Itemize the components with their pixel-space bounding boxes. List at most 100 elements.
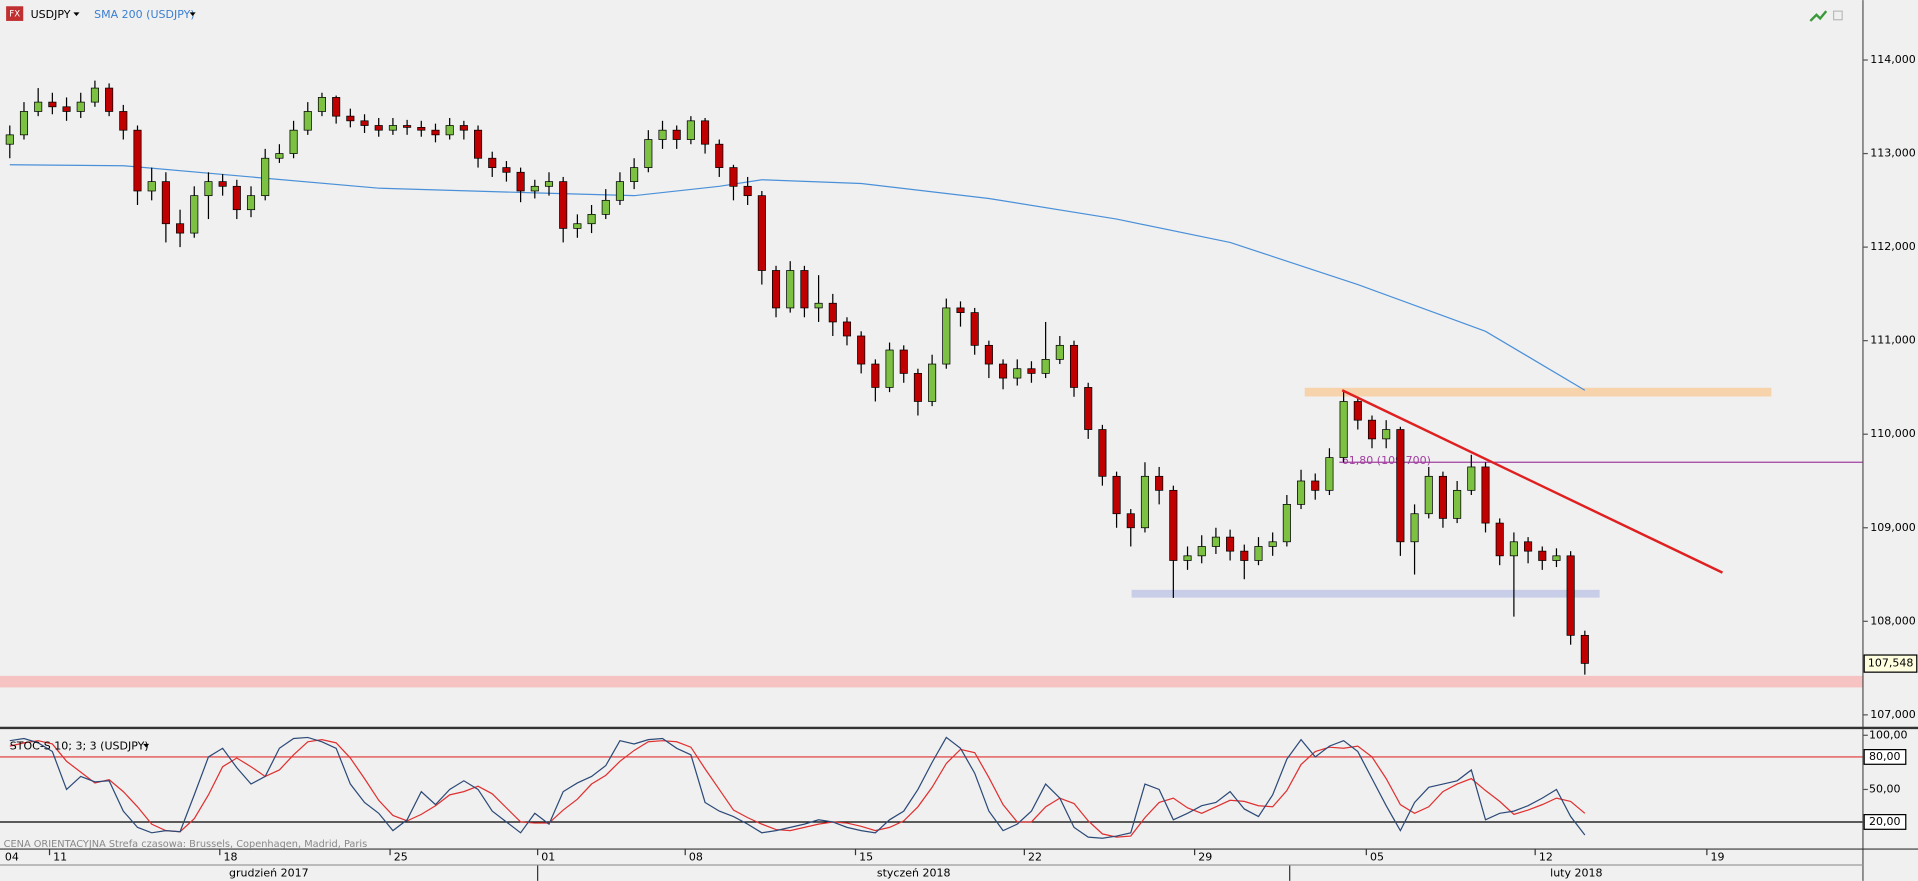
candle-body [34, 101, 43, 112]
window-icon[interactable] [1832, 10, 1843, 21]
candle-body [1325, 457, 1334, 491]
fib-label: 61,80 (109,700) [1342, 454, 1431, 467]
candle-body [303, 111, 312, 131]
candle-body [686, 120, 695, 140]
y-tick-label: 114,000 [1870, 53, 1915, 66]
candle-body [1169, 489, 1178, 561]
candle-body [573, 223, 582, 229]
candle-body [630, 167, 639, 182]
candle-body [275, 153, 284, 159]
candle-body [459, 125, 468, 131]
x-tick-label: 29 [1198, 851, 1212, 864]
y-tick-label: 108,000 [1870, 614, 1915, 627]
dropdown-arrow[interactable] [73, 12, 80, 17]
y-tick-box [1863, 814, 1907, 830]
fx-icon-text: FX [9, 10, 20, 20]
last-price-box [1863, 654, 1918, 673]
x-tick-label: 05 [1370, 851, 1384, 864]
candle-body [786, 270, 795, 309]
candle-body [62, 106, 71, 112]
candle-body [431, 129, 440, 136]
candle-body [1524, 541, 1533, 552]
candle-body [289, 129, 298, 154]
candle-body [757, 195, 766, 271]
candle-body [417, 127, 426, 131]
zone [1131, 589, 1600, 598]
symbol[interactable]: USDJPY [31, 8, 71, 21]
x-tick-label: 18 [223, 851, 237, 864]
candle-body [942, 307, 951, 365]
candle-body [1226, 536, 1235, 552]
candle-body [1268, 541, 1277, 547]
candle-body [601, 199, 610, 215]
x-tick-label: 12 [1539, 851, 1553, 864]
y-tick-label: 80,00 [1869, 750, 1901, 763]
candle-body [119, 111, 128, 131]
candle-body [516, 171, 525, 192]
month-label: luty 2018 [1550, 867, 1602, 880]
candle-body [913, 373, 922, 402]
candle-body [928, 363, 937, 402]
trend-icon[interactable] [1809, 10, 1828, 22]
candle-body [346, 115, 355, 122]
candle-body [899, 349, 908, 374]
candle-body [1339, 401, 1348, 458]
candle-body [1155, 475, 1164, 491]
candle-body [1396, 429, 1405, 543]
candle-body [1467, 466, 1476, 491]
candle-body [771, 270, 781, 309]
stoch-legend[interactable]: STOC-S 10; 3; 3 (USDJPY) [10, 739, 149, 752]
candle-body [1240, 550, 1249, 561]
candle-body [544, 181, 554, 187]
candle-body [246, 195, 256, 211]
dropdown-arrow[interactable] [189, 12, 196, 17]
sma-legend[interactable]: SMA 200 (USDJPY) [94, 8, 194, 21]
candle-body [1580, 634, 1589, 664]
candle-body [1183, 555, 1192, 561]
x-tick-label: 04 [5, 851, 19, 864]
candle-body [658, 129, 667, 140]
candle-body [1424, 475, 1433, 515]
candle-body [828, 302, 837, 323]
y-tick-label: 50,00 [1869, 782, 1901, 795]
candle-body [1509, 541, 1518, 557]
candle-body [1112, 475, 1121, 515]
x-tick-label: 15 [859, 851, 873, 864]
candle-body [999, 363, 1008, 379]
candle-body [984, 344, 993, 365]
x-tick-label: 08 [689, 851, 703, 864]
fx-icon[interactable] [6, 6, 24, 21]
candle-body [871, 363, 880, 388]
candle-body [1069, 344, 1079, 388]
candle-body [587, 214, 596, 225]
candle-body [1538, 550, 1547, 561]
candle-body [374, 125, 383, 131]
candle-body [1311, 480, 1320, 491]
candle-body [743, 185, 752, 197]
candle-body [161, 181, 170, 225]
candle-body [1027, 368, 1036, 374]
stoch-line [9, 738, 1586, 838]
candle-body [474, 129, 483, 159]
candle-body [502, 167, 511, 173]
candle-body [885, 349, 894, 388]
candle-body [232, 185, 241, 211]
candle-body [1197, 546, 1206, 557]
candle-body [76, 101, 85, 112]
candle-body [1055, 344, 1064, 360]
candle-body [559, 181, 568, 229]
candle-body [1098, 429, 1107, 477]
candle-body [261, 157, 270, 197]
zone [1304, 387, 1772, 397]
candle-body [147, 181, 156, 192]
candle-body [1254, 546, 1263, 561]
x-tick-label: 22 [1028, 851, 1042, 864]
candle-body [1552, 555, 1561, 561]
dropdown-arrow[interactable] [143, 743, 150, 748]
month-label: styczeń 2018 [877, 867, 951, 880]
candle-body [1453, 489, 1462, 519]
candle-body [1410, 513, 1419, 543]
